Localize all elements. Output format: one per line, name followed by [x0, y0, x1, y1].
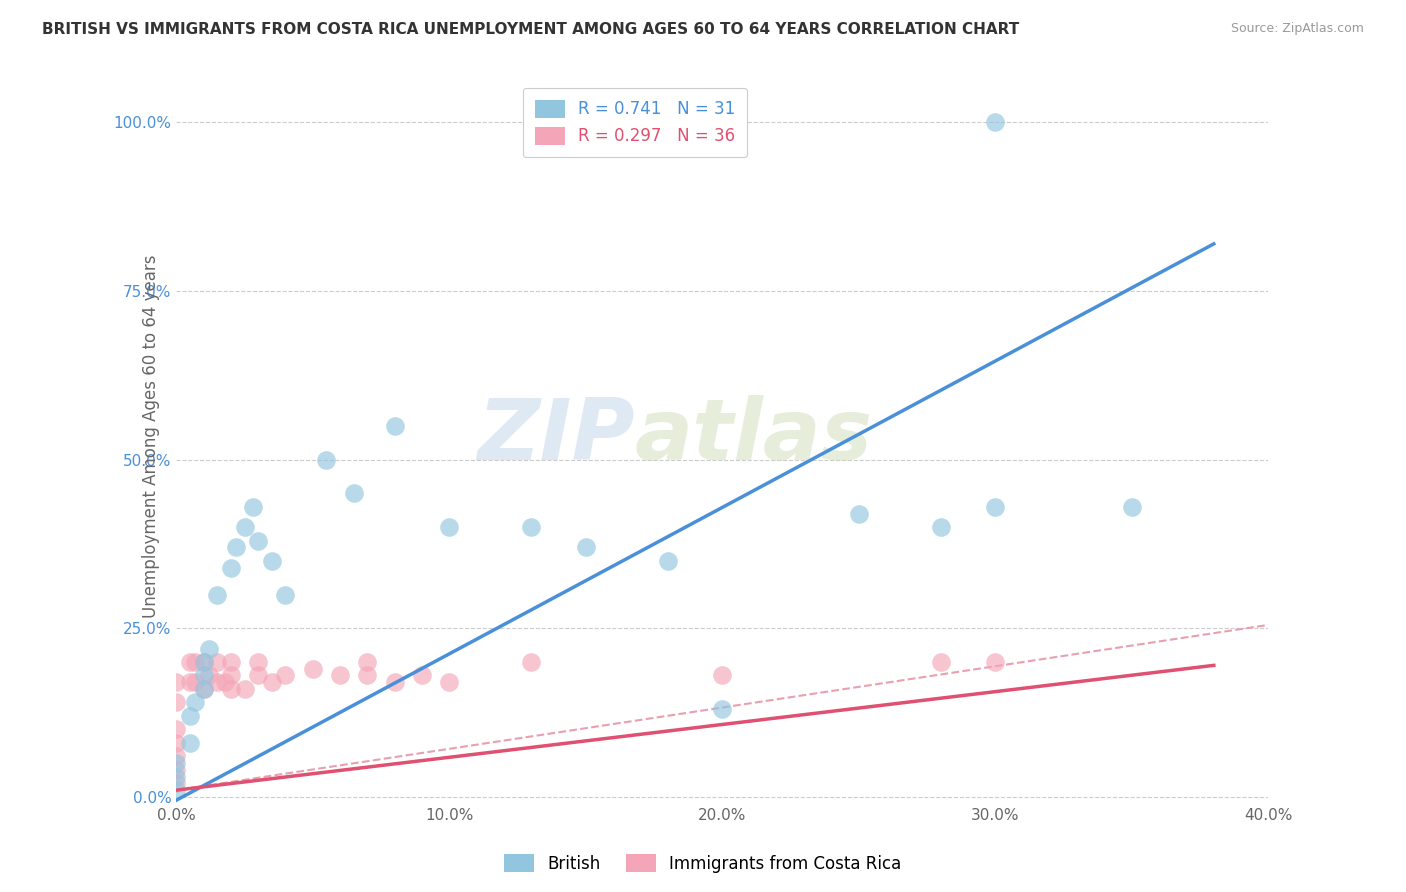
Point [198, 668, 221, 682]
Point [233, 681, 256, 696]
Point [984, 500, 1007, 514]
Point [193, 681, 215, 696]
Point [384, 675, 406, 690]
Point [165, 756, 187, 771]
Point [219, 668, 242, 682]
Point [242, 500, 264, 514]
Point [520, 520, 543, 534]
Point [184, 696, 207, 710]
Point [247, 533, 270, 548]
Text: ZIP: ZIP [478, 394, 636, 477]
Text: Source: ZipAtlas.com: Source: ZipAtlas.com [1230, 22, 1364, 36]
Point [165, 736, 187, 750]
Point [711, 702, 734, 716]
Point [179, 709, 201, 723]
Point [207, 588, 229, 602]
Point [343, 486, 366, 500]
Point [848, 507, 870, 521]
Point [384, 419, 406, 434]
Point [219, 560, 242, 574]
Point [260, 554, 283, 568]
Point [984, 655, 1007, 669]
Point [411, 668, 433, 682]
Point [356, 655, 378, 669]
Point [184, 675, 207, 690]
Point [207, 675, 229, 690]
Point [179, 655, 201, 669]
Point [193, 668, 215, 682]
Point [356, 668, 378, 682]
Text: BRITISH VS IMMIGRANTS FROM COSTA RICA UNEMPLOYMENT AMONG AGES 60 TO 64 YEARS COR: BRITISH VS IMMIGRANTS FROM COSTA RICA UN… [42, 22, 1019, 37]
Point [184, 655, 207, 669]
Text: atlas: atlas [636, 394, 873, 477]
Point [165, 675, 187, 690]
Point [247, 655, 270, 669]
Legend: R = 0.741   N = 31, R = 0.297   N = 36: R = 0.741 N = 31, R = 0.297 N = 36 [523, 88, 747, 157]
Legend: British, Immigrants from Costa Rica: British, Immigrants from Costa Rica [498, 847, 908, 880]
Point [1121, 500, 1143, 514]
Point [274, 588, 297, 602]
Point [165, 723, 187, 737]
Point [929, 655, 952, 669]
Point [165, 776, 187, 790]
Point [657, 554, 679, 568]
Point [225, 541, 247, 555]
Point [439, 675, 461, 690]
Point [165, 783, 187, 797]
Point [179, 736, 201, 750]
Point [207, 655, 229, 669]
Point [711, 668, 734, 682]
Point [301, 662, 323, 676]
Point [165, 763, 187, 777]
Point [329, 668, 352, 682]
Point [193, 655, 215, 669]
Point [575, 541, 598, 555]
Point [984, 115, 1007, 129]
Point [274, 668, 297, 682]
Point [198, 641, 221, 656]
Y-axis label: Unemployment Among Ages 60 to 64 years: Unemployment Among Ages 60 to 64 years [142, 254, 160, 618]
Point [219, 655, 242, 669]
Point [165, 696, 187, 710]
Point [233, 520, 256, 534]
Point [315, 452, 337, 467]
Point [439, 520, 461, 534]
Point [165, 749, 187, 764]
Point [247, 668, 270, 682]
Point [214, 675, 236, 690]
Point [193, 655, 215, 669]
Point [260, 675, 283, 690]
Point [165, 770, 187, 784]
Point [179, 675, 201, 690]
Point [193, 681, 215, 696]
Point [219, 681, 242, 696]
Point [929, 520, 952, 534]
Point [520, 655, 543, 669]
